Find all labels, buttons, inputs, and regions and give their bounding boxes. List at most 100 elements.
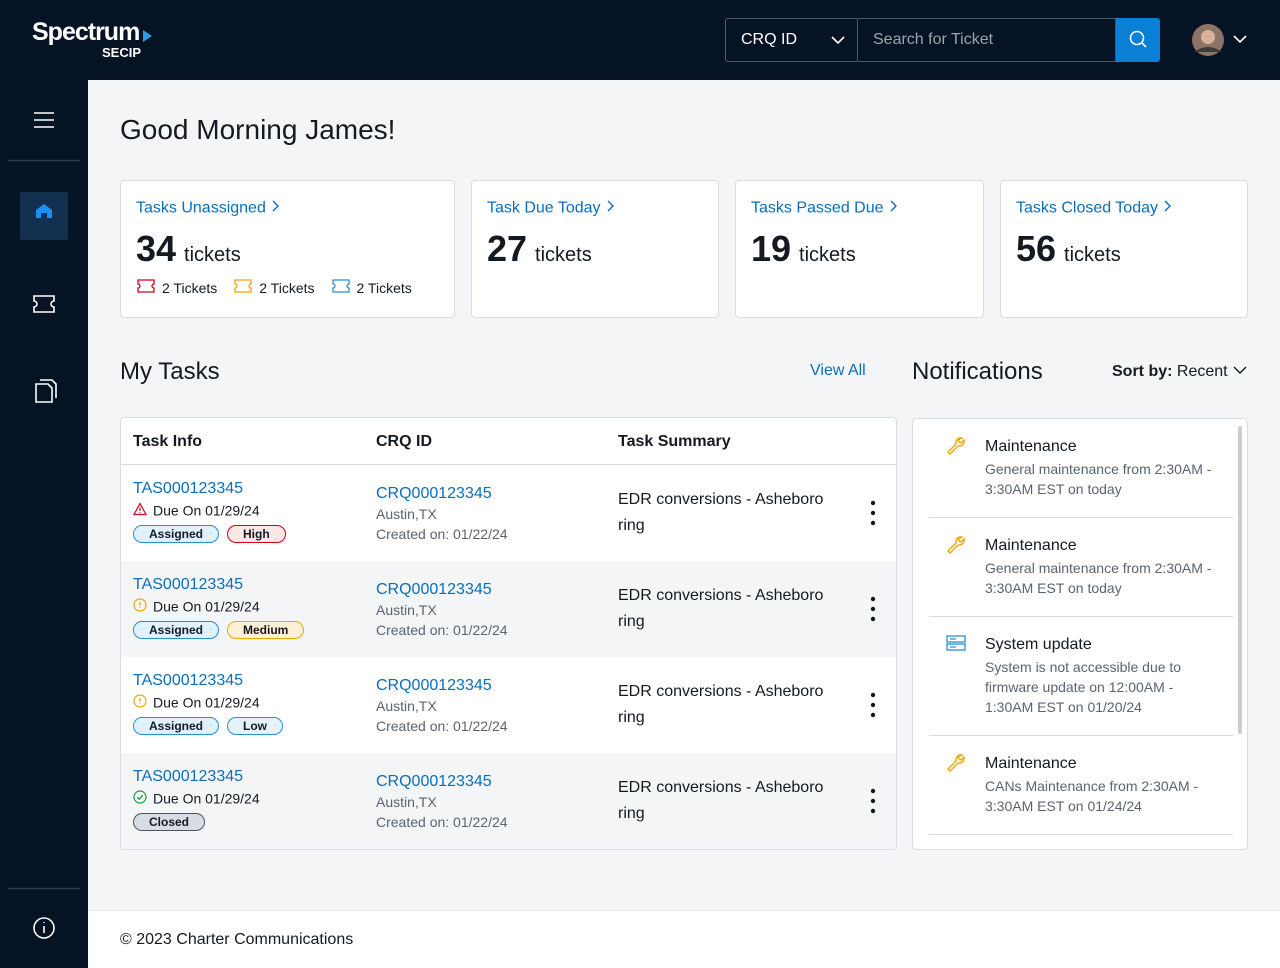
crq-info: CRQ000123345 Austin,TX Created on: 01/22/2… bbox=[376, 484, 508, 544]
due-date: Due On 01/29/24 bbox=[133, 597, 312, 615]
notification-icon bbox=[945, 534, 967, 561]
created: Created on: 01/22/24 bbox=[376, 622, 508, 638]
crq-info: CRQ000123345 Austin,TX Created on: 01/22/2… bbox=[376, 772, 508, 832]
notification-icon bbox=[945, 633, 967, 660]
notification-body: General maintenance from 2:30AM - 3:30AM… bbox=[985, 461, 1212, 497]
ticket-icon-svg bbox=[137, 279, 155, 293]
search-input[interactable]: Search for Ticket bbox=[858, 18, 1116, 62]
due-icon bbox=[133, 598, 147, 615]
view-all-link[interactable]: View All bbox=[810, 362, 866, 379]
brand[interactable]: Spectrum bbox=[32, 18, 140, 46]
scrollbar[interactable] bbox=[1238, 426, 1242, 734]
chevron bbox=[1162, 199, 1174, 218]
search-type-select[interactable]: CRQ ID bbox=[725, 18, 858, 62]
search-button[interactable] bbox=[1116, 18, 1160, 62]
more-menu[interactable] bbox=[867, 788, 879, 819]
crq-id[interactable]: CRQ000123345 bbox=[376, 677, 492, 694]
notification[interactable]: Maintenance CANs Maintenance from 2:30AM … bbox=[929, 736, 1233, 835]
card-title-text: Tasks Passed Due bbox=[751, 199, 884, 217]
more-menu[interactable] bbox=[867, 500, 879, 531]
greeting: Good Morning James! bbox=[120, 114, 396, 145]
unit: tickets bbox=[535, 244, 592, 266]
created: Created on: 01/22/24 bbox=[376, 814, 508, 830]
status-badge: Assigned bbox=[133, 524, 220, 543]
task-info: TAS000123345 Due On 01/29/24 Assigned Low bbox=[133, 672, 291, 735]
summary-card[interactable]: Tasks Unassigned 34 tickets 2 Tickets 2 Tick… bbox=[120, 180, 455, 318]
notification-title: Maintenance bbox=[985, 755, 1077, 772]
notifications-panel: Maintenance General maintenance from 2:30… bbox=[912, 418, 1248, 850]
count: 56 bbox=[1016, 228, 1057, 269]
sort-value: Recent bbox=[1176, 363, 1228, 380]
breakdown-count: 2 Tickets bbox=[162, 279, 218, 296]
tasks-title: My Tasks bbox=[120, 358, 220, 385]
column-header: CRQ ID bbox=[376, 433, 432, 450]
due-icon bbox=[133, 790, 147, 807]
notification-icon-svg bbox=[947, 437, 965, 455]
notification-body: CANs Maintenance from 2:30AM - 3:30AM ES… bbox=[985, 778, 1199, 814]
ticket-icon bbox=[331, 278, 351, 297]
column-header: Task Info bbox=[133, 433, 203, 450]
notification-title: Maintenance bbox=[985, 537, 1077, 554]
crq-id[interactable]: CRQ000123345 bbox=[376, 485, 492, 502]
notification-icon bbox=[945, 752, 967, 779]
summary-card[interactable]: Tasks Closed Today 56 tickets bbox=[1000, 180, 1248, 318]
more-menu[interactable] bbox=[867, 596, 879, 627]
task-summary: EDR conversions - Asheboro ring bbox=[618, 587, 824, 630]
task-id[interactable]: TAS000123345 bbox=[133, 576, 244, 593]
chevron-svg bbox=[607, 200, 614, 212]
sort-control[interactable]: Sort by: Recent bbox=[1112, 363, 1248, 381]
more-menu[interactable] bbox=[867, 692, 879, 723]
notification-icon-svg bbox=[947, 536, 965, 554]
card-title-text: Task Due Today bbox=[487, 199, 601, 217]
due-text: Due On 01/29/24 bbox=[153, 790, 260, 807]
notification[interactable]: System update System is not accessible du… bbox=[929, 617, 1233, 736]
task-id[interactable]: TAS000123345 bbox=[133, 768, 244, 785]
subbrand: SECIP bbox=[102, 45, 142, 60]
badges: Assigned Low bbox=[133, 716, 291, 735]
search-icon bbox=[1129, 30, 1147, 48]
count: 34 bbox=[136, 228, 177, 269]
more-menu-svg bbox=[870, 500, 876, 526]
task-summary: EDR conversions - Asheboro ring bbox=[618, 779, 824, 822]
card-title-text: Tasks Unassigned bbox=[136, 199, 266, 217]
card-title-text: Tasks Closed Today bbox=[1016, 199, 1158, 217]
breakdown-count: 2 Tickets bbox=[356, 279, 412, 296]
column-header: Task Summary bbox=[618, 433, 731, 450]
table-header: Task Info CRQ ID Task Summary bbox=[121, 418, 896, 465]
unit: tickets bbox=[799, 244, 856, 266]
card-title: Tasks Closed Today bbox=[1016, 199, 1232, 218]
tasks-table: Task Info CRQ ID Task Summary TAS000123345 D… bbox=[120, 417, 897, 850]
copyright: © 2023 Charter Communications bbox=[120, 931, 354, 948]
card-count: 34 tickets bbox=[136, 228, 439, 270]
crq-info: CRQ000123345 Austin,TX Created on: 01/22/2… bbox=[376, 676, 508, 736]
due-date: Due On 01/29/24 bbox=[133, 693, 291, 711]
summary-card[interactable]: Tasks Passed Due 19 tickets bbox=[735, 180, 984, 318]
due-icon-svg bbox=[132, 502, 148, 515]
priority-badge: Medium bbox=[227, 620, 305, 639]
more-menu-svg bbox=[870, 692, 876, 718]
due-text: Due On 01/29/24 bbox=[153, 694, 260, 711]
crq-id[interactable]: CRQ000123345 bbox=[376, 773, 492, 790]
task-id[interactable]: TAS000123345 bbox=[133, 672, 244, 689]
task-info: TAS000123345 Due On 01/29/24 Closed bbox=[133, 768, 260, 831]
task-row: TAS000123345 Due On 01/29/24 Closed CRQ0001… bbox=[121, 753, 896, 849]
card-count: 56 tickets bbox=[1016, 228, 1232, 270]
status-badge: Assigned bbox=[133, 620, 220, 639]
card-title: Tasks Unassigned bbox=[136, 199, 439, 218]
notification[interactable]: Maintenance General maintenance from 2:30… bbox=[929, 518, 1233, 617]
notification-body: General maintenance from 2:30AM - 3:30AM… bbox=[985, 560, 1212, 596]
user-menu[interactable] bbox=[1190, 22, 1254, 58]
notification[interactable]: Maintenance bbox=[929, 835, 1233, 849]
task-id[interactable]: TAS000123345 bbox=[133, 480, 244, 497]
summary-card[interactable]: Task Due Today 27 tickets bbox=[471, 180, 719, 318]
breakdown-count: 2 Tickets bbox=[259, 279, 315, 296]
crq-id[interactable]: CRQ000123345 bbox=[376, 581, 492, 598]
more-menu-svg bbox=[870, 596, 876, 622]
ticket-icon bbox=[136, 278, 156, 297]
notification[interactable]: Maintenance General maintenance from 2:30… bbox=[929, 419, 1233, 518]
sidebar bbox=[0, 80, 88, 968]
card-title: Tasks Passed Due bbox=[751, 199, 968, 218]
location: Austin,TX bbox=[376, 698, 437, 714]
chevron-svg bbox=[272, 200, 279, 212]
card-count: 19 tickets bbox=[751, 228, 968, 270]
